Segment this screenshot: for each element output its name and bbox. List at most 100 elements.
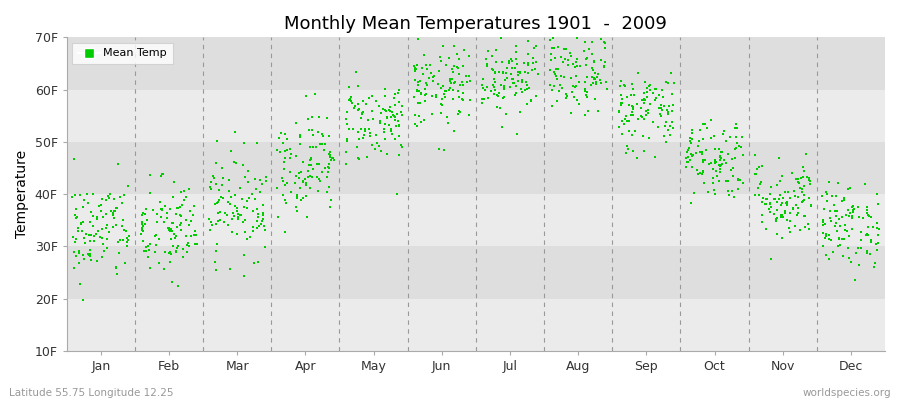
- Point: [758, 201, 772, 207]
- Point: [274, 175, 289, 181]
- Point: [419, 66, 434, 72]
- Point: [697, 179, 711, 186]
- Point: [418, 98, 432, 104]
- Point: [723, 134, 737, 140]
- Point: [68, 252, 83, 259]
- Point: [852, 261, 867, 268]
- Point: [408, 112, 422, 118]
- Point: [548, 71, 562, 77]
- Point: [168, 235, 183, 242]
- Point: [221, 199, 236, 206]
- Point: [665, 119, 680, 125]
- Point: [409, 76, 423, 83]
- Point: [237, 273, 251, 280]
- Point: [802, 176, 816, 183]
- Point: [793, 226, 807, 233]
- Point: [100, 245, 114, 251]
- Point: [323, 154, 338, 160]
- Point: [848, 277, 862, 283]
- Point: [233, 211, 248, 218]
- Point: [696, 169, 710, 176]
- Point: [695, 148, 709, 155]
- Point: [512, 68, 526, 75]
- Point: [158, 249, 173, 256]
- Point: [829, 220, 843, 226]
- Point: [497, 83, 511, 89]
- Point: [316, 133, 330, 139]
- Point: [636, 100, 651, 106]
- Point: [544, 103, 559, 109]
- Point: [839, 212, 853, 218]
- Point: [494, 82, 508, 88]
- Point: [760, 196, 774, 202]
- Point: [160, 225, 175, 231]
- Point: [392, 132, 407, 139]
- Point: [544, 87, 559, 94]
- Point: [680, 154, 695, 161]
- Point: [615, 96, 629, 102]
- Point: [587, 58, 601, 64]
- Point: [348, 68, 363, 75]
- Point: [322, 204, 337, 211]
- Point: [140, 217, 154, 224]
- Point: [312, 114, 327, 120]
- Point: [453, 82, 467, 88]
- Point: [778, 210, 792, 216]
- Point: [774, 214, 788, 220]
- Point: [819, 231, 833, 237]
- Point: [96, 240, 111, 247]
- Point: [841, 245, 855, 252]
- Point: [860, 232, 874, 238]
- Point: [704, 135, 718, 142]
- Point: [769, 218, 783, 224]
- Point: [231, 213, 246, 220]
- Point: [305, 174, 320, 180]
- Point: [324, 196, 338, 203]
- Point: [816, 230, 831, 236]
- Point: [103, 191, 117, 198]
- Point: [418, 92, 432, 98]
- Point: [394, 102, 409, 109]
- Point: [589, 81, 603, 87]
- Point: [180, 242, 194, 248]
- Point: [850, 249, 864, 256]
- Point: [560, 92, 574, 99]
- Point: [796, 163, 810, 170]
- Point: [708, 146, 723, 152]
- Point: [802, 175, 816, 182]
- Point: [360, 153, 374, 160]
- Point: [816, 206, 831, 212]
- Point: [588, 96, 602, 102]
- Point: [487, 76, 501, 82]
- Point: [322, 133, 337, 140]
- Point: [680, 159, 694, 165]
- Point: [713, 157, 727, 164]
- Point: [187, 232, 202, 238]
- Point: [795, 188, 809, 195]
- Point: [384, 125, 399, 132]
- Point: [78, 239, 93, 246]
- Point: [152, 199, 166, 205]
- Point: [648, 154, 662, 160]
- Point: [823, 232, 837, 238]
- Text: worldspecies.org: worldspecies.org: [803, 388, 891, 398]
- Point: [869, 241, 884, 248]
- Point: [94, 196, 109, 202]
- Point: [831, 243, 845, 249]
- Point: [832, 236, 846, 242]
- Point: [511, 72, 526, 78]
- Point: [352, 136, 366, 142]
- Point: [446, 128, 461, 134]
- Point: [497, 94, 511, 100]
- Point: [643, 86, 657, 93]
- Point: [183, 208, 197, 214]
- Point: [236, 219, 250, 225]
- Point: [860, 204, 874, 210]
- Point: [770, 214, 785, 221]
- Point: [791, 210, 806, 216]
- Point: [446, 76, 460, 82]
- Point: [87, 238, 102, 244]
- Point: [520, 62, 535, 68]
- Point: [726, 194, 741, 200]
- Point: [653, 113, 668, 119]
